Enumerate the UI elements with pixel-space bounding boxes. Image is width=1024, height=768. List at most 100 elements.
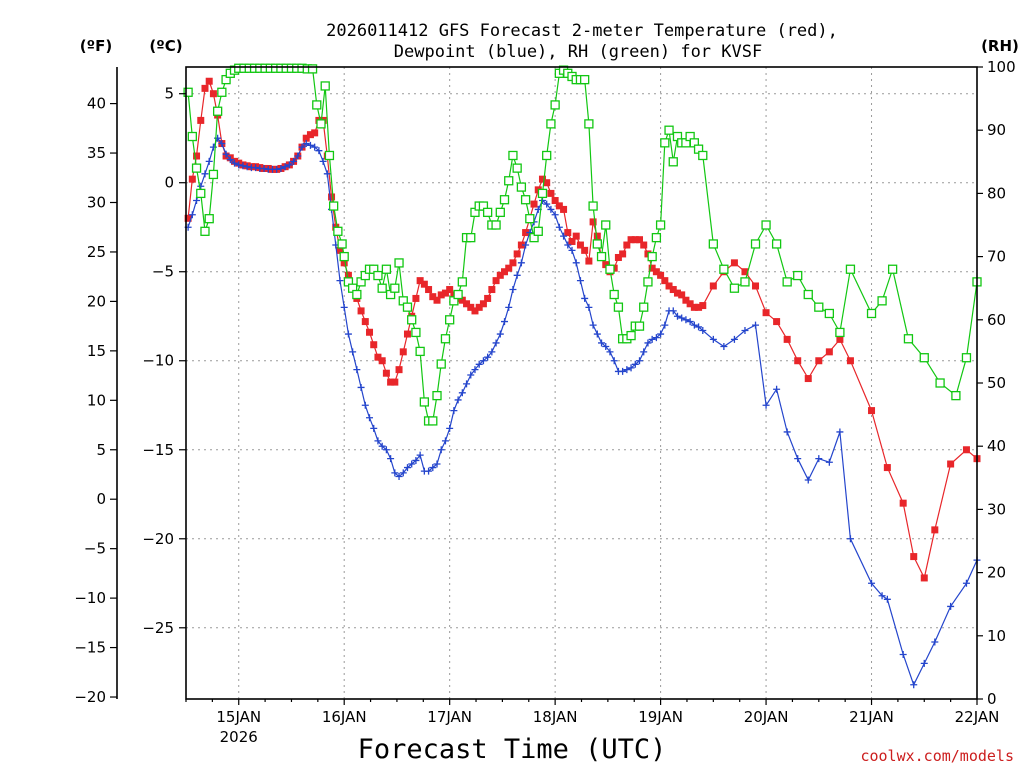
x-tick-label: 18JAN bbox=[533, 708, 578, 726]
2-meter-temperature-point bbox=[374, 353, 382, 361]
2-meter-temperature-point bbox=[193, 152, 201, 160]
rh-point bbox=[771, 239, 782, 249]
rh-point bbox=[550, 100, 560, 110]
dewpoint-point bbox=[306, 141, 314, 149]
dewpoint-point bbox=[568, 246, 576, 254]
dewpoint-point bbox=[825, 458, 833, 466]
x-tick-label: 22JAN bbox=[955, 708, 1000, 726]
2-meter-temperature-point bbox=[336, 246, 344, 254]
2-meter-temperature-point bbox=[505, 264, 513, 272]
2-meter-temperature-point bbox=[201, 84, 209, 92]
dewpoint-point bbox=[648, 335, 656, 343]
dewpoint-point bbox=[920, 659, 928, 667]
dewpoint-point bbox=[463, 380, 471, 388]
dewpoint-point bbox=[947, 602, 955, 610]
rh-point bbox=[445, 315, 455, 325]
dewpoint-point bbox=[606, 348, 614, 356]
rh-point bbox=[803, 289, 813, 300]
rh-point bbox=[601, 220, 611, 230]
dewpoint-point bbox=[794, 455, 802, 463]
2-meter-temperature-point bbox=[836, 335, 844, 343]
dewpoint-point bbox=[319, 157, 327, 165]
fahrenheit-tick-label: 5 bbox=[96, 441, 106, 459]
fahrenheit-unit-label: (ºF) bbox=[80, 37, 112, 55]
2-meter-temperature-point bbox=[762, 309, 770, 317]
2-meter-temperature-point bbox=[399, 348, 407, 356]
dewpoint-point bbox=[281, 163, 289, 171]
2-meter-temperature-point bbox=[429, 293, 437, 301]
2-meter-temperature-point bbox=[614, 253, 622, 261]
rh-point bbox=[961, 353, 972, 363]
dewpoint-point bbox=[226, 156, 234, 164]
dewpoint-point bbox=[201, 170, 209, 178]
dewpoint-point bbox=[695, 323, 703, 331]
2-meter-temperature-point bbox=[593, 232, 601, 240]
2-meter-temperature-point bbox=[825, 348, 833, 356]
dewpoint-point bbox=[492, 339, 500, 347]
dewpoint-point bbox=[505, 303, 513, 311]
rh-tick-label: 90 bbox=[987, 121, 1006, 139]
dewpoint-point bbox=[416, 451, 424, 459]
2-meter-temperature-point bbox=[741, 268, 749, 276]
gridlines bbox=[186, 67, 977, 699]
fahrenheit-tick-label: 30 bbox=[87, 193, 106, 211]
dewpoint-point bbox=[193, 197, 201, 205]
chart-title-line-1: 2026011412 GFS Forecast 2-meter Temperat… bbox=[326, 21, 838, 41]
dewpoint-point bbox=[340, 303, 348, 311]
rh-point bbox=[407, 315, 417, 325]
rh-tick-label: 80 bbox=[987, 184, 1006, 202]
celsius-tick-label: 5 bbox=[164, 85, 174, 103]
rh-point bbox=[626, 330, 636, 341]
fahrenheit-tick-label: 25 bbox=[87, 243, 106, 261]
2-meter-temperature-point bbox=[555, 202, 563, 210]
rh-tick-label: 100 bbox=[987, 58, 1016, 76]
2-meter-temperature-point bbox=[947, 460, 955, 468]
credit-link[interactable]: coolwx.com/models bbox=[860, 747, 1014, 765]
dewpoint-point bbox=[412, 456, 420, 464]
dewpoint-point bbox=[593, 330, 601, 338]
2-meter-temperature-point bbox=[568, 237, 576, 245]
rh-point bbox=[835, 327, 845, 338]
dewpoint-point bbox=[366, 414, 374, 422]
rh-point bbox=[951, 390, 961, 401]
dewpoint-point bbox=[678, 314, 686, 322]
dewpoint-point bbox=[399, 469, 407, 477]
dewpoint-point bbox=[661, 321, 669, 329]
2-meter-temperature-point bbox=[501, 268, 509, 276]
dewpoint-point bbox=[408, 460, 416, 468]
2-meter-temperature-point bbox=[366, 328, 374, 336]
rh-point bbox=[546, 119, 556, 129]
rh-point bbox=[814, 302, 824, 312]
2-meter-temperature-point bbox=[382, 369, 390, 377]
dewpoint-point bbox=[585, 303, 593, 311]
x-tick-label: 19JAN bbox=[638, 708, 683, 726]
rh-point bbox=[660, 138, 670, 148]
dewpoint-point bbox=[243, 163, 251, 171]
rh-point bbox=[191, 163, 202, 173]
celsius-unit-label: (ºC) bbox=[149, 37, 182, 55]
rh-point bbox=[217, 87, 227, 97]
2-meter-temperature-point bbox=[488, 286, 496, 294]
x-tick-label: 20JAN bbox=[744, 708, 789, 726]
2-meter-temperature-point bbox=[357, 307, 365, 315]
dewpoint-point bbox=[277, 164, 285, 172]
dewpoint-point bbox=[467, 371, 475, 379]
dewpoint-point bbox=[311, 143, 319, 151]
dewpoint-point bbox=[370, 424, 378, 432]
celsius-tick-label: −10 bbox=[142, 352, 174, 370]
rh-point bbox=[453, 289, 463, 300]
dewpoint-point bbox=[804, 476, 812, 484]
dewpoint-point bbox=[479, 357, 487, 365]
2-meter-temperature-point bbox=[522, 229, 530, 237]
rh-point bbox=[440, 334, 451, 344]
rh-point bbox=[419, 397, 430, 407]
2-meter-temperature-point bbox=[547, 189, 555, 197]
dewpoint-point bbox=[302, 140, 310, 148]
rh-point bbox=[436, 359, 446, 369]
rh-tick-label: 40 bbox=[987, 437, 1006, 455]
rh-unit-label: (RH) bbox=[981, 37, 1019, 55]
dewpoint-point bbox=[285, 161, 293, 169]
rh-point bbox=[504, 176, 514, 186]
dewpoint-point bbox=[543, 200, 551, 208]
dewpoint-point bbox=[610, 357, 618, 365]
